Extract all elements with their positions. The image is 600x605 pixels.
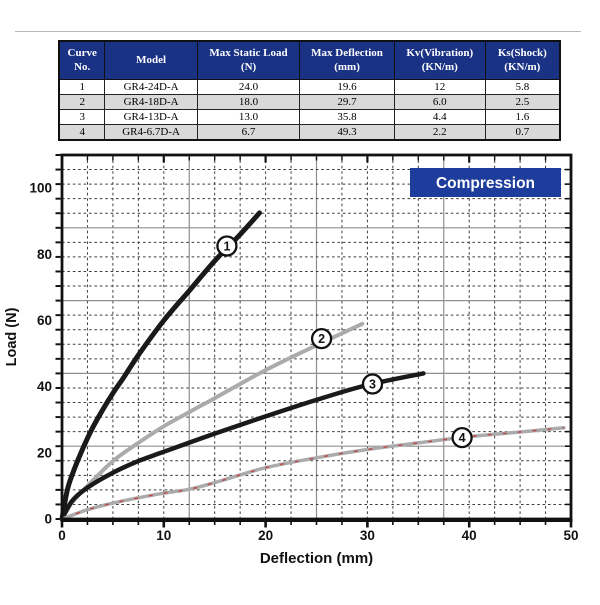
table-cell: 4 (58, 123, 106, 141)
table-cell: 6.0 (393, 93, 486, 110)
column-header-5: Ks(Shock) (KN/m) (484, 40, 561, 80)
spec-table-container: Curve No. Model Max Static Load (N) Max Def… (58, 40, 561, 141)
svg-text:40: 40 (462, 528, 477, 543)
curve-label-3: 3 (361, 373, 384, 395)
column-header-2: Max Static Load (N) (196, 40, 301, 80)
table-cell: 4.4 (393, 108, 486, 125)
spec-table-header: Curve No. Model Max Static Load (N) Max Def… (58, 40, 561, 80)
y-axis-labels: 0 20 40 60 80 100 (29, 181, 52, 527)
svg-text:0: 0 (44, 512, 52, 527)
svg-text:4: 4 (459, 431, 466, 445)
table-cell: 2.2 (393, 123, 486, 141)
table-cell: GR4-6.7D-A (104, 123, 198, 141)
svg-text:3: 3 (369, 377, 376, 391)
table-cell: 2.5 (484, 93, 561, 110)
table-cell: 12 (393, 78, 486, 95)
curve-4-red-dashes (61, 426, 564, 520)
svg-text:2: 2 (318, 332, 325, 346)
table-cell: 18.0 (196, 93, 301, 110)
axis-ticks (55, 154, 573, 528)
svg-text:20: 20 (258, 528, 273, 543)
curve-label-2: 2 (310, 328, 333, 350)
column-header-4: Kv(Vibration) (KN/m) (393, 40, 486, 80)
svg-text:10: 10 (156, 528, 171, 543)
column-header-1: Model (104, 40, 198, 80)
curve-3 (59, 371, 426, 522)
table-cell: 1 (58, 78, 106, 95)
table-row-1: 1 GR4-24D-A 24.0 19.6 12 5.8 (58, 78, 561, 95)
svg-text:20: 20 (37, 445, 52, 460)
table-cell: 35.8 (299, 108, 395, 125)
curve-1 (59, 210, 262, 522)
table-cell: 1.6 (484, 108, 561, 125)
chart-title: Compression (436, 175, 535, 192)
svg-text:80: 80 (37, 247, 52, 262)
curve-label-4: 4 (451, 426, 473, 449)
curve-label-1: 1 (216, 235, 238, 257)
table-cell: GR4-18D-A (104, 93, 198, 110)
table-cell: 24.0 (196, 78, 301, 95)
table-cell: 0.7 (484, 123, 561, 141)
page-divider-rule (15, 31, 581, 32)
table-row-4: 4 GR4-6.7D-A 6.7 49.3 2.2 0.7 (58, 123, 561, 141)
table-cell: 5.8 (484, 78, 561, 95)
spec-table: Curve No. Model Max Static Load (N) Max Def… (58, 40, 561, 141)
spec-table-body: 1 GR4-24D-A 24.0 19.6 12 5.8 2 GR4-18D-A 18.0 29.… (58, 78, 561, 141)
table-cell: 3 (58, 108, 106, 125)
svg-text:1: 1 (223, 240, 230, 254)
table-row-3: 3 GR4-13D-A 13.0 35.8 4.4 1.6 (58, 108, 561, 125)
y-axis-title: Load (N) (4, 307, 20, 366)
svg-text:30: 30 (360, 528, 375, 543)
table-cell: 13.0 (196, 108, 301, 125)
svg-text:100: 100 (29, 181, 52, 196)
table-row-2: 2 GR4-18D-A 18.0 29.7 6.0 2.5 (58, 93, 561, 110)
svg-text:50: 50 (563, 528, 578, 543)
table-cell: 6.7 (196, 123, 301, 141)
column-header-0: Curve No. (58, 40, 106, 80)
table-cell: 49.3 (299, 123, 395, 141)
chart-title-box: Compression (410, 168, 561, 197)
svg-text:40: 40 (37, 379, 52, 394)
compression-chart: 1 2 3 4 0 10 20 30 40 50 0 20 40 60 80 100 Deflection (m… (0, 148, 600, 600)
x-axis-labels: 0 10 20 30 40 50 (58, 528, 578, 543)
table-cell: GR4-13D-A (104, 108, 198, 125)
x-axis-title: Deflection (mm) (260, 550, 373, 567)
column-header-3: Max Deflection (mm) (299, 40, 395, 80)
svg-text:60: 60 (37, 313, 52, 328)
table-cell: 19.6 (299, 78, 395, 95)
table-cell: GR4-24D-A (104, 78, 198, 95)
table-cell: 2 (58, 93, 106, 110)
table-cell: 29.7 (299, 93, 395, 110)
svg-text:0: 0 (58, 528, 66, 543)
